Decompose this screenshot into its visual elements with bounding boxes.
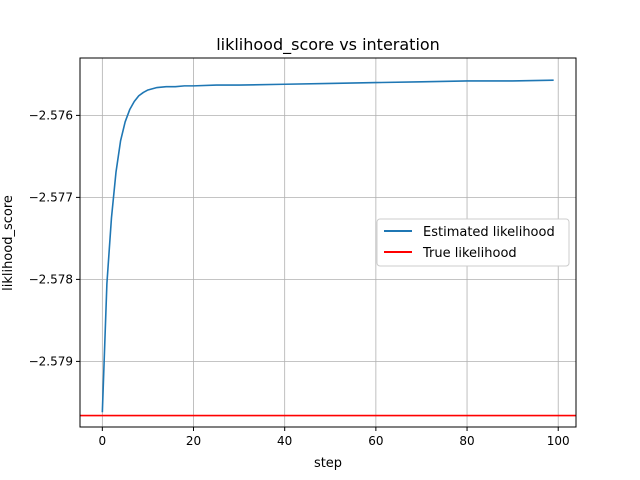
- y-tick-label: −2.578: [29, 272, 73, 286]
- legend-label-true: True likelihood: [422, 246, 517, 261]
- x-axis-label: step: [314, 456, 342, 471]
- y-tick-label: −2.576: [29, 108, 73, 122]
- y-tick-label: −2.579: [29, 354, 73, 368]
- legend-label-estimated: Estimated likelihood: [423, 225, 555, 240]
- series-line-estimated: [101, 79, 554, 413]
- x-tick-label: 80: [459, 434, 474, 448]
- chart-title: liklihood_score vs interation: [216, 35, 440, 55]
- x-tick-label: 60: [368, 434, 383, 448]
- y-tick-label: −2.577: [29, 190, 73, 204]
- ticks: 0 20 40 60 80 100 −2.576 −2.577 −2.578 −2.579: [29, 108, 570, 448]
- legend: Estimated likelihood True likelihood: [376, 218, 570, 267]
- series-layer: [80, 79, 576, 417]
- x-tick-label: 100: [547, 434, 570, 448]
- legend-box: [376, 218, 570, 267]
- x-tick-label: 20: [186, 434, 201, 448]
- x-tick-label: 0: [99, 434, 107, 448]
- y-axis-label: liklihood_score: [1, 195, 16, 291]
- x-tick-label: 40: [277, 434, 292, 448]
- plot-frame: [79, 57, 577, 428]
